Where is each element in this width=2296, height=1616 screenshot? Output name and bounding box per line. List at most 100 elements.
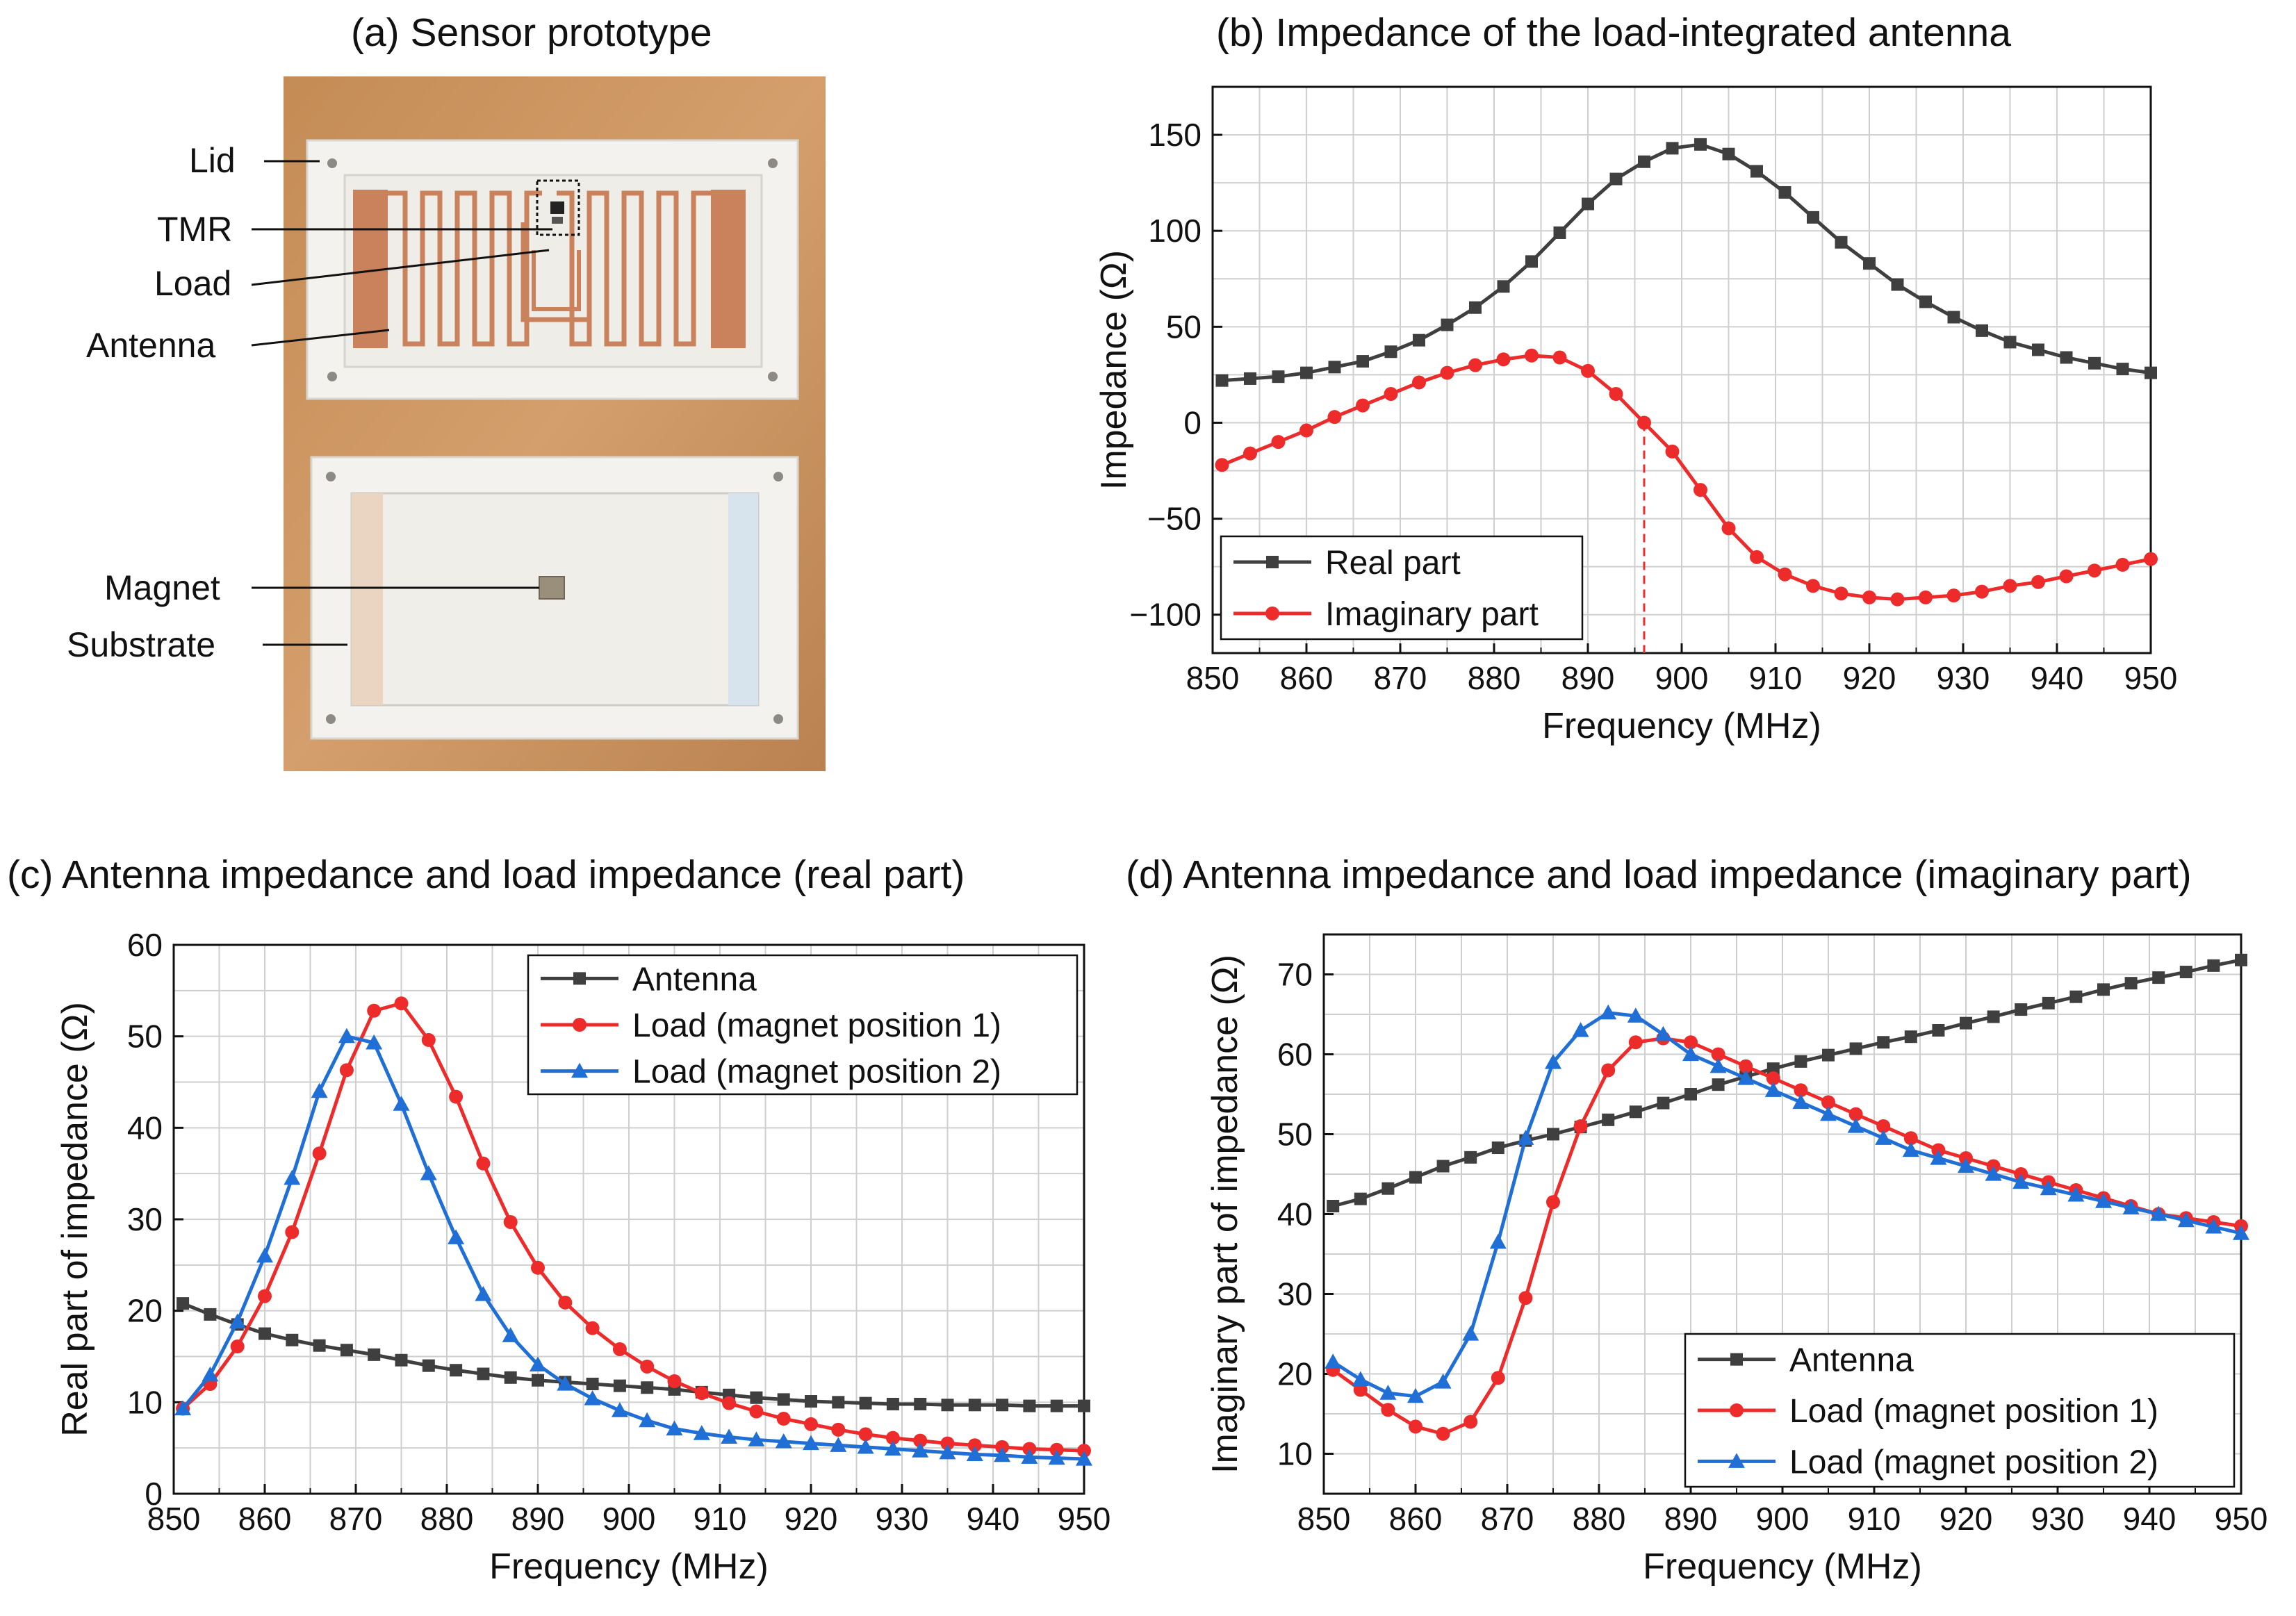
data-point: [286, 1333, 299, 1346]
x-tick-label: 910: [694, 1501, 747, 1537]
data-point: [750, 1391, 763, 1404]
sensor-prototype-photo: [284, 76, 826, 771]
data-point: [530, 1356, 546, 1371]
data-point: [1462, 1326, 1479, 1341]
data-point: [1904, 1030, 1917, 1044]
data-point: [2040, 1180, 2057, 1196]
data-point: [477, 1367, 490, 1380]
x-tick-label: 870: [329, 1501, 383, 1537]
data-point: [1919, 295, 1932, 308]
data-point: [914, 1397, 927, 1410]
data-point: [1609, 172, 1623, 185]
data-point: [1328, 361, 1341, 374]
legend-label: Load (magnet position 1): [632, 1007, 1001, 1044]
data-point: [1572, 1022, 1589, 1037]
series-3: [174, 1028, 1092, 1466]
data-point: [1463, 1415, 1478, 1429]
y-axis-title: Impedance (Ω): [1094, 250, 1134, 490]
data-point: [639, 1412, 656, 1428]
data-point: [641, 1381, 654, 1394]
legend-swatch-marker: [573, 972, 586, 985]
legend-label: Load (magnet position 1): [1789, 1393, 2158, 1430]
data-point: [1721, 521, 1736, 536]
data-point: [2032, 343, 2044, 356]
data-point: [2069, 990, 2083, 1003]
data-point: [1600, 1004, 1617, 1020]
data-point: [1609, 387, 1623, 402]
x-tick-label: 930: [2031, 1501, 2085, 1537]
x-tick-label: 870: [1374, 660, 1427, 696]
y-tick-label: 20: [1277, 1356, 1313, 1392]
data-point: [1489, 1233, 1507, 1249]
data-point: [1381, 1182, 1395, 1195]
legend-swatch-marker: [571, 1062, 588, 1078]
data-point: [393, 1096, 410, 1111]
series-line: [181, 1001, 1085, 1453]
data-point: [259, 1327, 271, 1340]
data-point: [2060, 351, 2073, 364]
data-point: [313, 1339, 326, 1352]
magnet: [539, 576, 565, 600]
data-point: [1552, 350, 1567, 365]
series-line: [181, 1034, 1085, 1461]
data-point: [311, 1082, 328, 1098]
data-point: [1876, 1119, 1891, 1133]
data-point: [2205, 1218, 2222, 1234]
y-tick-label: 40: [1277, 1196, 1313, 1232]
x-tick-label: 890: [511, 1501, 565, 1537]
data-point: [1353, 1383, 1368, 1397]
data-point: [694, 1386, 709, 1401]
data-point: [1822, 1048, 1835, 1062]
y-axis-title: Real part of impedance (Ω): [55, 1002, 95, 1437]
legend-label: Load (magnet position 2): [1789, 1444, 2158, 1481]
tmr-load-dashed-box: [536, 179, 580, 236]
data-point: [2235, 953, 2247, 966]
y-tick-label: 50: [1166, 308, 1202, 345]
data-point: [229, 1313, 246, 1329]
x-tick-label: 920: [785, 1501, 838, 1537]
y-tick-label: 70: [1277, 957, 1313, 993]
data-point: [502, 1327, 519, 1342]
data-point: [1434, 1374, 1452, 1389]
data-point: [666, 1420, 683, 1436]
data-point: [230, 1339, 245, 1354]
substrate-hole-br: [773, 714, 783, 724]
data-point: [804, 1417, 818, 1431]
data-point: [1712, 1078, 1725, 1091]
x-tick-label: 940: [2031, 660, 2084, 696]
data-point: [1436, 1160, 1450, 1173]
y-tick-label: 20: [127, 1293, 163, 1329]
data-point: [776, 1412, 791, 1426]
data-point: [1766, 1071, 1780, 1085]
data-point: [1778, 567, 1792, 582]
legend-box: [1684, 1333, 2236, 1488]
data-point: [174, 1400, 192, 1416]
data-point: [1545, 1054, 1561, 1069]
data-point: [338, 1028, 355, 1044]
data-point: [1327, 1200, 1340, 1212]
data-point: [832, 1396, 845, 1409]
lid-hole-tl: [327, 158, 337, 168]
data-point: [421, 1032, 436, 1047]
data-point: [1711, 1047, 1725, 1062]
legend-box: [527, 954, 1079, 1096]
data-point: [830, 1437, 847, 1452]
data-point: [1468, 358, 1482, 372]
data-point: [1441, 318, 1454, 331]
substrate-left-wall: [352, 493, 383, 705]
data-point: [1325, 1353, 1342, 1369]
data-point: [1930, 1150, 1947, 1165]
data-point: [1384, 345, 1397, 358]
data-point: [1862, 590, 1876, 604]
data-point: [1666, 142, 1679, 155]
data-point: [912, 1442, 929, 1458]
x-tick-label: 940: [2123, 1501, 2176, 1537]
y-tick-label: 40: [127, 1110, 163, 1146]
data-point: [422, 1359, 435, 1372]
data-point: [1573, 1119, 1588, 1133]
data-point: [1300, 366, 1313, 379]
data-point: [777, 1393, 790, 1406]
data-point: [941, 1399, 954, 1412]
